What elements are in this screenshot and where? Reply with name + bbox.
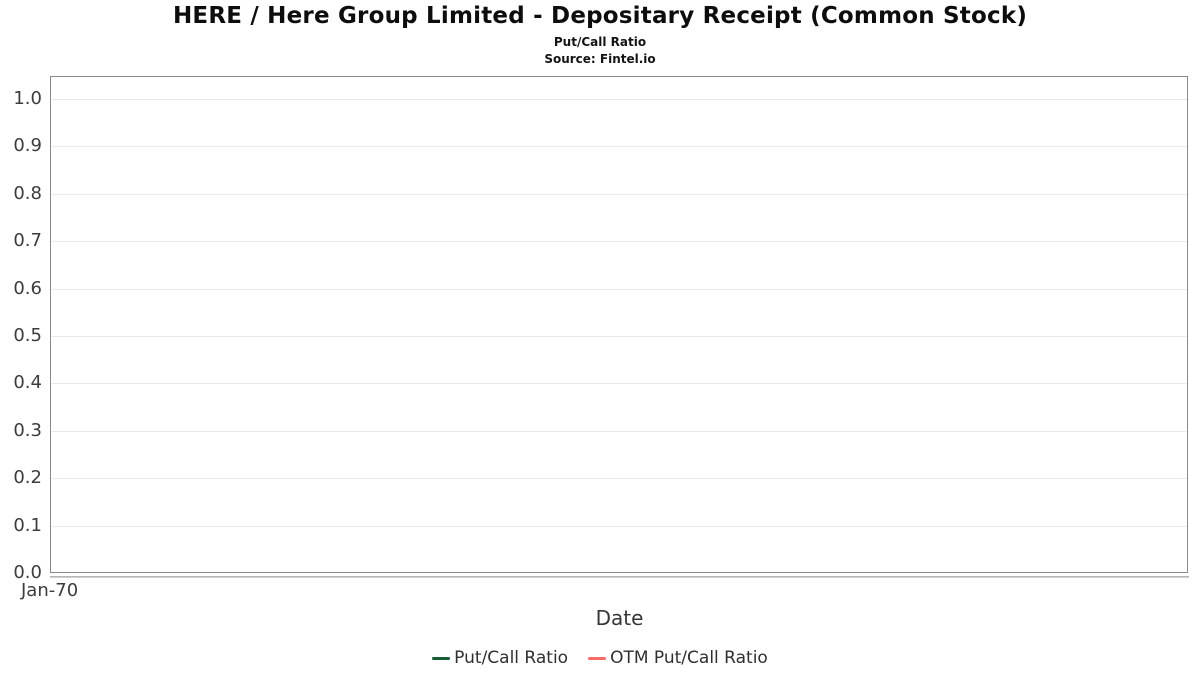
y-axis-tick-label: 0.7: [13, 230, 42, 252]
chart-title: HERE / Here Group Limited - Depositary R…: [172, 3, 1028, 29]
legend-line-swatch-icon: [432, 656, 451, 660]
legend-item-otm-put-call-ratio[interactable]: OTM Put/Call Ratio: [588, 648, 768, 668]
gridline: [51, 383, 1187, 385]
gridline: [51, 146, 1187, 148]
y-axis-tick-label: 0.6: [13, 277, 42, 299]
gridline: [51, 478, 1187, 480]
gridline: [51, 241, 1187, 243]
gridline: [51, 525, 1187, 527]
chart-subtitle: Put/Call Ratio: [553, 35, 647, 49]
legend-item-label: Put/Call Ratio: [454, 648, 569, 668]
x-axis-tick-label: Jan-70: [21, 580, 79, 601]
gridline: [51, 193, 1187, 195]
y-axis-tick-label: 0.4: [13, 372, 42, 394]
y-axis: 1.0 0.9 0.8 0.7 0.6 0.5 0.4 0.3 0.2 0.1 0.0: [0, 0, 42, 675]
legend-item-put-call-ratio[interactable]: Put/Call Ratio: [432, 648, 568, 668]
y-axis-tick-label: 0.1: [13, 514, 42, 536]
gridline: [51, 99, 1187, 100]
y-axis-tick-label: 1.0: [13, 88, 42, 109]
legend-line-swatch-icon: [588, 656, 607, 660]
x-axis-title: Date: [595, 606, 644, 630]
y-axis-tick-label: 0.8: [13, 182, 42, 204]
legend-item-label: OTM Put/Call Ratio: [610, 648, 768, 668]
gridline: [51, 336, 1187, 337]
x-axis-line: [50, 576, 1189, 578]
y-axis-tick-label: 0.2: [13, 467, 42, 489]
y-axis-tick-label: 0.0: [13, 562, 42, 583]
y-axis-tick-label: 0.5: [13, 325, 42, 346]
chart-source-label: Source: Fintel.io: [544, 52, 656, 66]
gridline: [51, 288, 1187, 290]
gridline: [51, 430, 1187, 432]
y-axis-tick-label: 0.9: [13, 135, 42, 157]
plot-area: [50, 76, 1188, 573]
y-axis-tick-label: 0.3: [13, 419, 42, 441]
legend: Put/Call Ratio OTM Put/Call Ratio: [0, 646, 1200, 670]
